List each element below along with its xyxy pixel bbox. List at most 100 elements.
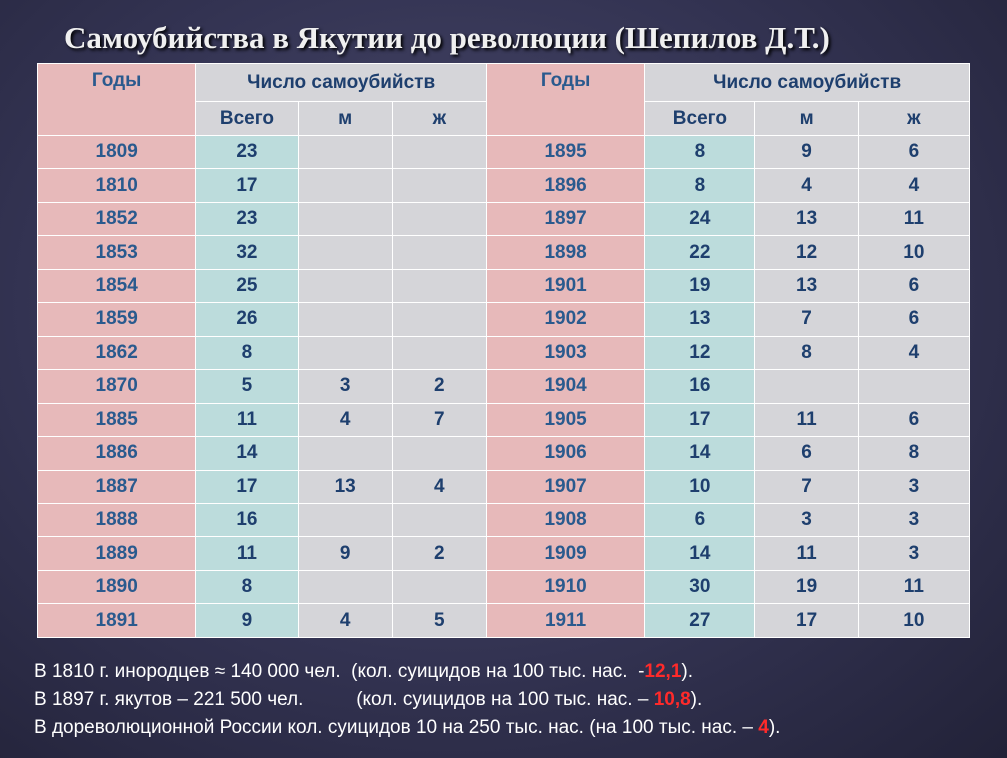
header-male-right: м (754, 101, 859, 136)
table-row: 1862 8 1903 12 8 4 (36, 335, 971, 371)
note-highlight-value: 4 (758, 717, 769, 738)
cell-year-left: 1852 (36, 201, 197, 237)
cell-female-left (391, 134, 487, 170)
table-subheader-row: Всего м ж Всего м ж (38, 101, 971, 136)
table-row: 1809 23 1895 8 9 6 (36, 134, 971, 170)
note-line: В 1810 г. инородцев ≈ 140 000 чел. (кол.… (34, 658, 780, 686)
header-male-left: м (297, 101, 393, 136)
cell-total-left: 26 (195, 302, 299, 337)
cell-female-right: 3 (857, 536, 971, 571)
cell-year-left: 1862 (36, 335, 197, 371)
cell-year-right: 1896 (485, 168, 646, 203)
cell-year-left: 1891 (36, 603, 197, 638)
cell-total-left: 5 (195, 369, 299, 404)
cell-female-left (391, 168, 487, 203)
header-female-left: ж (391, 101, 487, 136)
cell-male-left (297, 302, 393, 337)
slide-title: Самоубийства в Якутии до революции (Шепи… (64, 20, 830, 55)
note-line: В дореволюционной России кол. суицидов 1… (34, 714, 780, 742)
table-row: 1870 5 3 2 1904 16 (36, 369, 971, 404)
cell-year-right: 1898 (485, 235, 646, 270)
cell-year-left: 1853 (36, 235, 197, 270)
cell-male-left (297, 436, 393, 471)
note-highlight-value: 10,8 (653, 689, 691, 710)
cell-female-left: 4 (391, 469, 487, 504)
cell-year-right: 1911 (485, 603, 646, 638)
cell-female-right: 6 (857, 268, 971, 304)
cell-total-left: 32 (195, 235, 299, 270)
cell-total-right: 12 (644, 335, 756, 371)
cell-year-right: 1907 (485, 469, 646, 504)
cell-year-right: 1895 (485, 134, 646, 170)
cell-year-right: 1909 (485, 536, 646, 571)
table-row: 1886 14 1906 14 6 8 (36, 436, 971, 471)
cell-total-right: 10 (644, 469, 756, 504)
cell-female-right: 11 (857, 201, 971, 237)
note-suffix: ). (681, 661, 694, 682)
table-row: 1891 9 4 5 1911 27 17 10 (36, 603, 971, 638)
cell-female-left: 2 (391, 536, 487, 571)
cell-total-right: 14 (644, 536, 756, 571)
cell-year-left: 1890 (36, 569, 197, 605)
cell-total-left: 9 (195, 603, 299, 638)
cell-male-left: 13 (297, 469, 393, 504)
cell-total-right: 24 (644, 201, 756, 237)
cell-male-left: 9 (297, 536, 393, 571)
cell-total-right: 22 (644, 235, 756, 270)
cell-female-left (391, 335, 487, 371)
note-text: В дореволюционной России кол. суицидов 1… (34, 717, 759, 738)
cell-male-right: 12 (754, 235, 859, 270)
cell-female-left (391, 569, 487, 605)
cell-male-right: 3 (754, 502, 859, 538)
cell-female-right: 4 (857, 168, 971, 203)
cell-female-left (391, 268, 487, 304)
cell-total-right: 19 (644, 268, 756, 304)
cell-year-left: 1810 (36, 168, 197, 203)
cell-total-right: 6 (644, 502, 756, 538)
cell-total-left: 14 (195, 436, 299, 471)
cell-total-left: 23 (195, 134, 299, 170)
table-header-row: Годы Число самоубийств Годы Число самоуб… (36, 63, 970, 136)
note-text: В 1897 г. якутов – 221 500 чел. (кол. су… (34, 689, 654, 710)
note-text: В 1810 г. инородцев ≈ 140 000 чел. (кол.… (34, 661, 645, 682)
table-row: 1890 8 1910 30 19 11 (36, 569, 971, 605)
cell-male-left (297, 335, 393, 371)
note-line: В 1897 г. якутов – 221 500 чел. (кол. су… (34, 686, 780, 714)
cell-male-left (297, 235, 393, 270)
header-total-left: Всего (195, 101, 299, 136)
cell-total-right: 16 (644, 369, 756, 404)
cell-male-left (297, 168, 393, 203)
table-row: 1859 26 1902 13 7 6 (36, 302, 971, 337)
cell-male-right (754, 369, 859, 404)
cell-year-right: 1902 (485, 302, 646, 337)
cell-year-left: 1888 (36, 502, 197, 538)
cell-year-left: 1885 (36, 402, 197, 438)
cell-male-left: 4 (297, 603, 393, 638)
header-years-right: Годы (485, 63, 646, 136)
cell-male-left (297, 268, 393, 304)
cell-total-right: 8 (644, 134, 756, 170)
note-suffix: ). (768, 717, 781, 738)
cell-male-right: 4 (754, 168, 859, 203)
cell-total-left: 8 (195, 335, 299, 371)
cell-female-right: 11 (857, 569, 971, 605)
cell-year-left: 1859 (36, 302, 197, 337)
cell-male-left (297, 502, 393, 538)
cell-total-right: 30 (644, 569, 756, 605)
table-row: 1853 32 1898 22 12 10 (36, 235, 971, 270)
cell-female-right: 10 (857, 235, 971, 270)
cell-total-left: 23 (195, 201, 299, 237)
cell-year-right: 1901 (485, 268, 646, 304)
cell-male-right: 13 (754, 201, 859, 237)
cell-female-left (391, 302, 487, 337)
cell-male-left (297, 134, 393, 170)
cell-total-right: 14 (644, 436, 756, 471)
cell-year-left: 1887 (36, 469, 197, 504)
cell-male-right: 9 (754, 134, 859, 170)
cell-year-left: 1870 (36, 369, 197, 404)
cell-total-right: 13 (644, 302, 756, 337)
cell-year-right: 1910 (485, 569, 646, 605)
cell-male-left (297, 569, 393, 605)
cell-male-right: 19 (754, 569, 859, 605)
cell-male-right: 6 (754, 436, 859, 471)
